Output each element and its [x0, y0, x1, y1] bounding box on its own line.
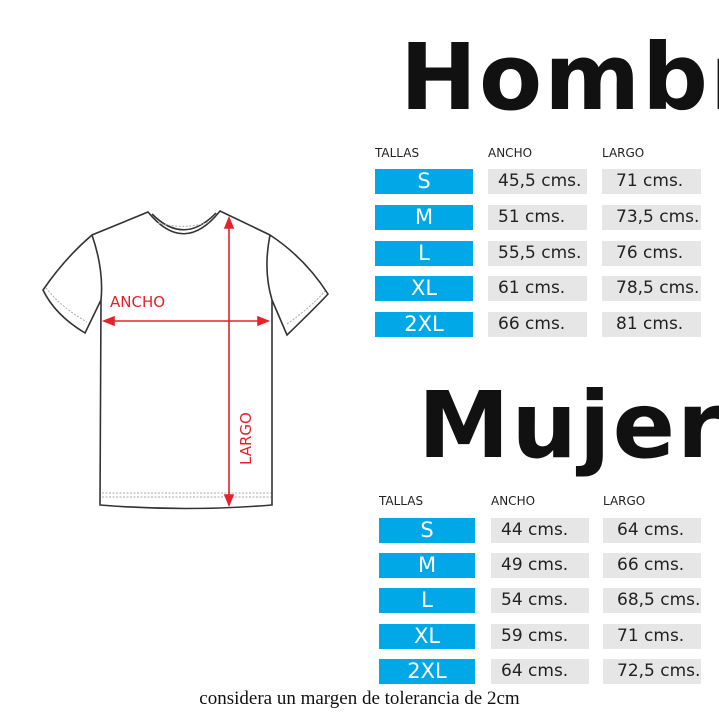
mujer-title: Mujer: [418, 372, 719, 479]
ancho-cell: 45,5 cms.: [488, 169, 587, 194]
size-cell: M: [379, 553, 475, 579]
size-cell: XL: [375, 276, 473, 302]
largo-cell: 81 cms.: [602, 312, 701, 338]
largo-cell: 78,5 cms.: [602, 276, 701, 302]
column-header: LARGO: [603, 494, 646, 508]
ancho-cell: 61 cms.: [488, 276, 587, 302]
arrow-left-icon: [101, 315, 115, 327]
largo-cell: 73,5 cms.: [602, 204, 701, 230]
column-header: LARGO: [602, 146, 645, 160]
largo-cell: 66 cms.: [603, 553, 701, 579]
ancho-cell: 51 cms.: [488, 204, 587, 230]
arrow-up-icon: [223, 215, 235, 229]
size-cell: L: [375, 240, 473, 266]
column-header: ANCHO: [488, 146, 533, 160]
size-cell: XL: [379, 623, 475, 649]
column-header: ANCHO: [491, 494, 536, 508]
size-cell: M: [375, 204, 473, 230]
size-cell: L: [379, 588, 475, 614]
ancho-cell: 44 cms.: [491, 518, 589, 543]
ancho-cell: 66 cms.: [488, 312, 587, 338]
size-cell: 2XL: [375, 312, 473, 338]
size-cell: S: [375, 169, 473, 194]
measurement-arrows: [101, 215, 271, 508]
tshirt-outline: [42, 210, 330, 510]
arrow-down-icon: [223, 494, 235, 508]
ancho-cell: 49 cms.: [491, 553, 589, 579]
hombre-title: Hombre: [400, 24, 719, 131]
largo-cell: 71 cms.: [602, 169, 701, 194]
largo-cell: 64 cms.: [603, 518, 701, 543]
column-header: TALLAS: [379, 494, 424, 508]
ancho-cell: 59 cms.: [491, 623, 589, 649]
ancho-cell: 55,5 cms.: [488, 240, 587, 266]
largo-cell: 72,5 cms.: [603, 658, 701, 684]
size-cell: S: [379, 518, 475, 543]
arrow-right-icon: [257, 315, 271, 327]
largo-cell: 68,5 cms.: [603, 588, 701, 614]
tolerance-note: considera un margen de tolerancia de 2cm: [199, 688, 520, 709]
column-header: TALLAS: [375, 146, 420, 160]
largo-label: LARGO: [237, 412, 255, 465]
largo-cell: 71 cms.: [603, 623, 701, 649]
ancho-cell: 64 cms.: [491, 658, 589, 684]
ancho-cell: 54 cms.: [491, 588, 589, 614]
ancho-label: ANCHO: [110, 293, 165, 311]
size-cell: 2XL: [379, 658, 475, 684]
largo-cell: 76 cms.: [602, 240, 701, 266]
